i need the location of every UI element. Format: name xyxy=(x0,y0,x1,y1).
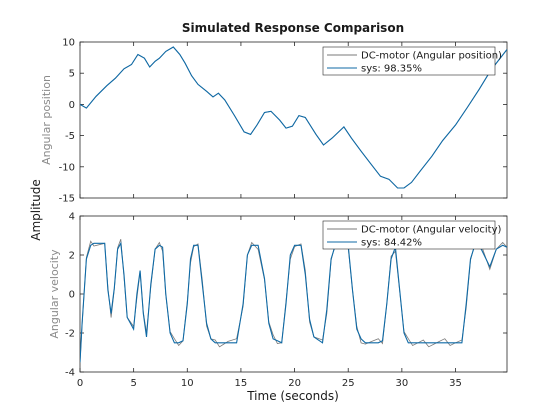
velocity-model-line xyxy=(80,241,507,363)
y-tick-label: 5 xyxy=(69,69,75,80)
x-tick-label: 0 xyxy=(77,378,83,389)
legend-label: sys: 98.35% xyxy=(361,64,422,75)
position-model-line xyxy=(80,46,507,189)
angular-position-panel: 10 5 0 -5 -10 -15 Angular position DC-motor (An… xyxy=(40,38,508,205)
y-tick-label: -2 xyxy=(65,329,75,340)
position-y-label: Angular position xyxy=(40,75,53,165)
y-tick-label: 2 xyxy=(69,251,75,262)
y-tick-label: -5 xyxy=(65,131,75,142)
y-tick-label: -10 xyxy=(59,162,75,173)
x-axis-label: Time (seconds) xyxy=(246,389,339,403)
position-legend xyxy=(322,46,496,76)
x-tick-label: 20 xyxy=(288,378,301,389)
velocity-y-label: Angular velocity xyxy=(48,249,61,339)
velocity-legend xyxy=(322,220,496,250)
x-tick-label: 15 xyxy=(235,378,248,389)
x-tick-label: 10 xyxy=(181,378,194,389)
y-tick-label: 0 xyxy=(69,290,75,301)
y-tick-label: -4 xyxy=(65,368,75,379)
y-tick-label: 4 xyxy=(69,212,75,223)
legend-label: DC-motor (Angular position) xyxy=(361,51,502,62)
y-tick-label: 0 xyxy=(69,100,75,111)
figure-title: Simulated Response Comparison xyxy=(182,21,404,35)
x-tick-label: 35 xyxy=(449,378,462,389)
x-tick-label: 25 xyxy=(342,378,355,389)
shared-y-label: Amplitude xyxy=(29,179,43,241)
y-tick-label: -15 xyxy=(59,194,75,205)
legend-label: sys: 84.42% xyxy=(361,238,422,249)
legend-label: DC-motor (Angular velocity) xyxy=(361,225,502,236)
x-tick-label: 5 xyxy=(130,378,136,389)
x-tick-label: 30 xyxy=(395,378,408,389)
y-tick-label: 10 xyxy=(62,38,75,49)
